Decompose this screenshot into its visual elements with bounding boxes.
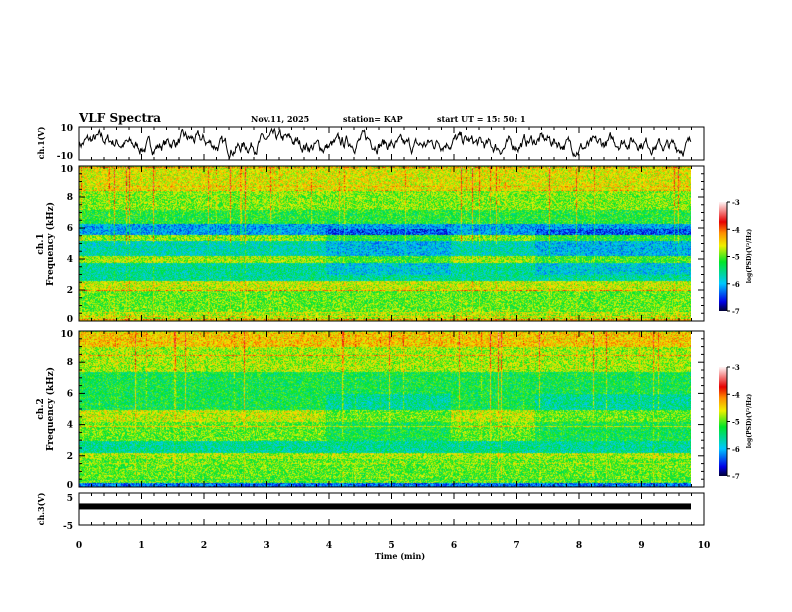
colorbar-tick-label: -7 <box>732 307 740 316</box>
ch1-freq-tick-label: 4 <box>67 255 73 265</box>
x-axis-label: Time (min) <box>375 551 425 561</box>
ch3-ylabel: ch.3(V) <box>36 492 46 525</box>
colorbar-tick-label: -3 <box>732 198 740 207</box>
station-label: station= KAP <box>343 114 403 124</box>
ch3-waveform-line <box>79 503 691 510</box>
ch2-colorbar <box>719 367 727 476</box>
colorbar-tick-label: -3 <box>732 363 740 372</box>
colorbar-tick-label: -6 <box>732 280 740 289</box>
x-tick-label: 7 <box>513 541 519 551</box>
ch2-freq-tick-label: 4 <box>67 421 73 431</box>
x-tick-label: 0 <box>76 541 82 551</box>
x-tick-label: 5 <box>388 541 394 551</box>
ch1-freq-tick-label: 8 <box>67 193 73 203</box>
ch2-spectrogram-image <box>79 331 691 487</box>
colorbar-tick-label: -4 <box>732 225 740 234</box>
start-time-label: start UT = 15: 50: 1 <box>437 114 526 124</box>
x-tick-label: 4 <box>326 541 332 551</box>
ch1-colorbar <box>719 202 727 311</box>
colorbar-tick-label: -4 <box>732 390 740 399</box>
ch1-freq-ylabel: Frequency (kHz) <box>45 202 56 286</box>
ch2-freq-tick-label: 6 <box>67 389 73 399</box>
ch2-colorbar-label: log(PSD)(V²/Hz) <box>746 394 753 449</box>
ch1-freq-tick-label: 0 <box>67 315 73 325</box>
ch1-freq-tick-label: 2 <box>67 286 73 296</box>
x-tick-label: 6 <box>451 541 457 551</box>
ch3-ytick-label: -5 <box>63 522 73 532</box>
x-tick-label: 1 <box>138 541 144 551</box>
ch2-freq-tick-label: 10 <box>60 330 73 340</box>
ch2-freq-tick-label: 0 <box>67 481 73 491</box>
ch1-ylabel: ch.1(V) <box>36 126 46 159</box>
ch2-freq-tick-label: 8 <box>67 358 73 368</box>
ch1-colorbar-label: log(PSD)(V²/Hz) <box>746 229 753 284</box>
date-label: Nov.11, 2025 <box>251 114 309 124</box>
ch1-ytick-label: -10 <box>57 152 73 162</box>
ch3-ytick-label: 5 <box>67 494 73 504</box>
ch1-waveform-line <box>78 127 692 160</box>
ch1-freq-tick-label: 10 <box>60 165 73 175</box>
ch2-freq-ylabel: Frequency (kHz) <box>45 367 56 451</box>
x-tick-label: 2 <box>201 541 207 551</box>
ch1-freq-tick-label: 6 <box>67 224 73 234</box>
x-tick-label: 8 <box>576 541 582 551</box>
colorbar-tick-label: -5 <box>732 253 740 262</box>
ch2-spec-ylabel: ch.2 <box>36 398 46 419</box>
panel-frame-2 <box>78 165 705 322</box>
ch1-spec-ylabel: ch.1 <box>36 233 46 254</box>
ch1-ytick-label: 10 <box>60 124 73 134</box>
colorbar-tick-label: -5 <box>732 418 740 427</box>
ch2-freq-tick-label: 2 <box>67 452 73 462</box>
x-tick-label: 3 <box>263 541 269 551</box>
figure-title: VLF Spectra <box>78 111 161 125</box>
panel-frame-3 <box>78 330 705 488</box>
ch1-spectrogram-image <box>79 166 691 321</box>
x-tick-label: 9 <box>638 541 644 551</box>
x-tick-label: 10 <box>698 541 711 551</box>
colorbar-tick-label: -6 <box>732 445 740 454</box>
colorbar-tick-label: -7 <box>732 472 740 481</box>
